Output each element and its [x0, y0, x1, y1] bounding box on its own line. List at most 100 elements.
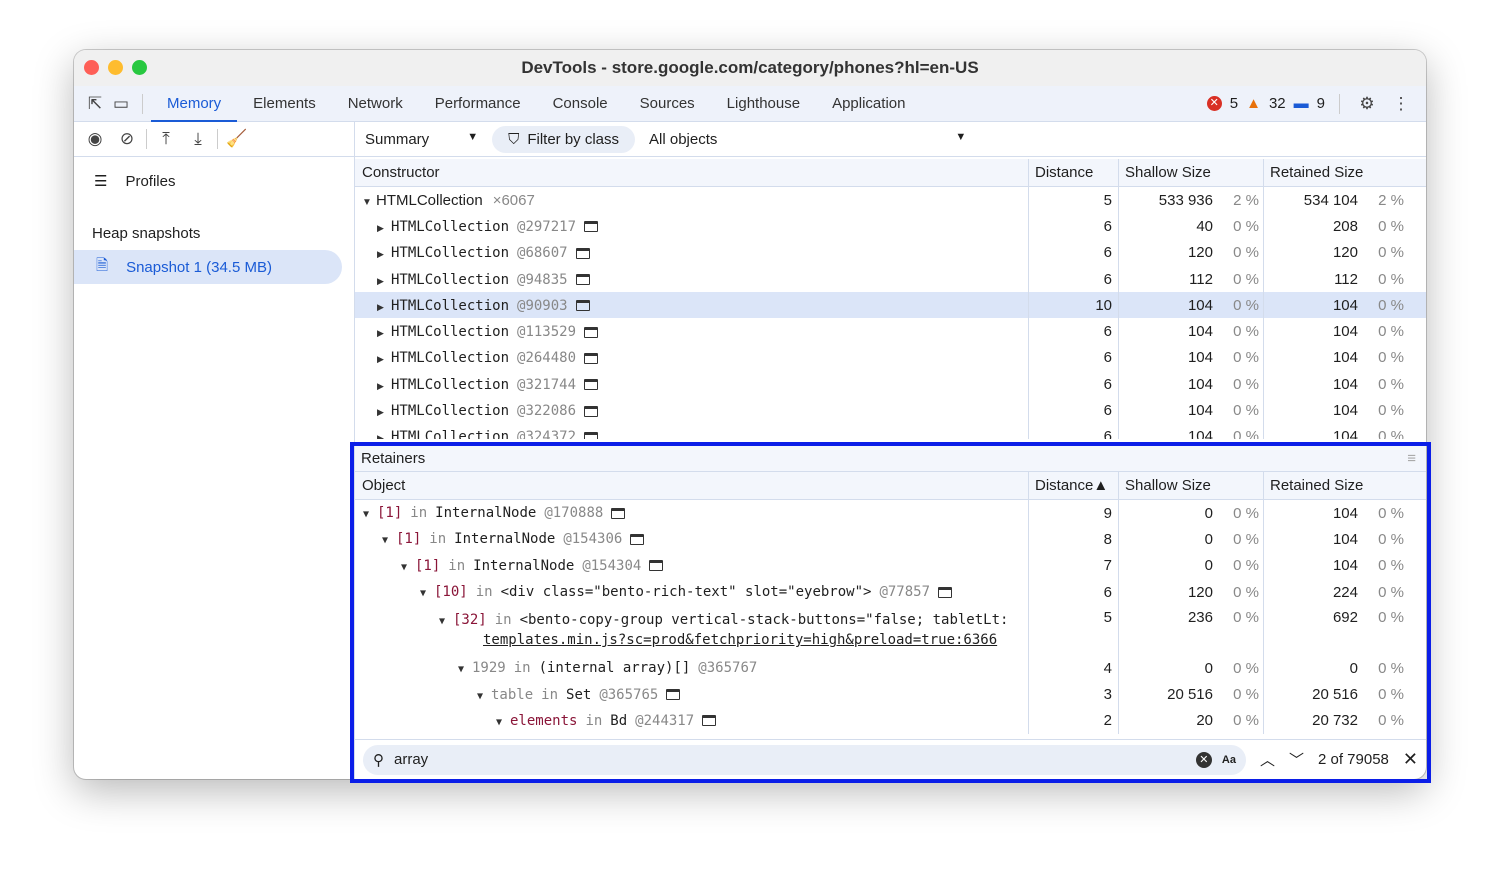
- table-row[interactable]: ▶ HTMLCollection @324372 6 104 0 % 104 0 %: [355, 423, 1426, 439]
- minimize-window-button[interactable]: [108, 60, 123, 75]
- reveal-in-panel-icon[interactable]: [584, 405, 599, 417]
- reveal-in-panel-icon[interactable]: [575, 274, 590, 286]
- table-row[interactable]: ▶ HTMLCollection @297217 6 40 0 % 208 0 %: [355, 213, 1426, 240]
- reveal-in-panel-icon[interactable]: [611, 507, 626, 519]
- collapsed-arrow-icon[interactable]: ▶: [377, 380, 384, 391]
- collapsed-arrow-icon[interactable]: ▶: [377, 249, 384, 260]
- retainer-row[interactable]: ▼ 1929 in (internal array)[] @365767 4 0 0 % 0 0 …: [355, 655, 1426, 682]
- collapsed-arrow-icon[interactable]: ▶: [377, 222, 384, 233]
- reveal-in-panel-icon[interactable]: [702, 715, 717, 727]
- message-count[interactable]: 9: [1316, 95, 1325, 112]
- collapsed-arrow-icon[interactable]: ▶: [377, 328, 384, 339]
- retainer-row[interactable]: ▼ elements in Bd @244317 2 20 0 % 20 732 0 %: [355, 707, 1426, 735]
- download-icon[interactable]: ⤓: [194, 129, 202, 148]
- scrollbar[interactable]: [1408, 159, 1426, 186]
- reveal-in-panel-icon[interactable]: [584, 379, 599, 391]
- retainer-row[interactable]: ▼ [1] in InternalNode @154306 8 0 0 % 104 0 %: [355, 526, 1426, 553]
- expanded-arrow-icon[interactable]: ▼: [420, 588, 427, 600]
- table-row[interactable]: ▶ HTMLCollection @113529 6 104 0 % 104 0 %: [355, 318, 1426, 345]
- collapsed-arrow-icon[interactable]: ▶: [377, 275, 384, 286]
- tab-performance[interactable]: Performance: [434, 94, 521, 112]
- tab-console[interactable]: Console: [552, 94, 608, 112]
- reveal-in-panel-icon[interactable]: [575, 300, 590, 312]
- reveal-in-panel-icon[interactable]: [575, 247, 590, 259]
- drag-handle-icon[interactable]: ≡: [1407, 450, 1416, 467]
- collect-garbage-icon[interactable]: 🧹: [226, 129, 248, 148]
- collapsed-arrow-icon[interactable]: ▶: [377, 354, 384, 365]
- inspect-element-icon[interactable]: ⇱: [87, 93, 103, 113]
- reveal-in-panel-icon[interactable]: [666, 689, 681, 701]
- table-row[interactable]: ▶ HTMLCollection @322086 6 104 0 % 104 0 %: [355, 397, 1426, 424]
- filter-by-class-input[interactable]: ⛉ Filter by class: [492, 125, 636, 153]
- expanded-arrow-icon[interactable]: ▼: [382, 535, 389, 547]
- retainer-row[interactable]: ▼ [10] in <div class="bento-rich-text" slot…: [355, 578, 1426, 606]
- error-icon[interactable]: ✕: [1206, 96, 1222, 111]
- table-row[interactable]: ▶ HTMLCollection @264480 6 104 0 % 104 0 %: [355, 344, 1426, 372]
- reveal-in-panel-icon[interactable]: [584, 431, 599, 439]
- next-match-icon[interactable]: ﹀: [1288, 752, 1304, 769]
- tab-sources[interactable]: Sources: [639, 94, 695, 112]
- column-header-retained-size[interactable]: Retained Size: [1263, 159, 1408, 186]
- search-input[interactable]: ⚲ array ✕ Aa: [363, 744, 1246, 775]
- column-header-shallow-size[interactable]: Shallow Size: [1118, 472, 1263, 499]
- expanded-arrow-icon[interactable]: ▼: [458, 664, 465, 676]
- zoom-window-button[interactable]: [132, 60, 147, 75]
- reveal-in-panel-icon[interactable]: [938, 586, 953, 598]
- settings-gear-icon[interactable]: ⚙: [1359, 93, 1375, 113]
- message-icon[interactable]: ▬: [1293, 95, 1309, 112]
- collapsed-arrow-icon[interactable]: ▶: [377, 301, 384, 312]
- view-select[interactable]: Summary ▼: [365, 131, 478, 148]
- tab-lighthouse[interactable]: Lighthouse: [726, 94, 801, 112]
- column-header-shallow-size[interactable]: Shallow Size: [1118, 159, 1263, 186]
- column-header-retained-size[interactable]: Retained Size: [1263, 472, 1408, 499]
- error-count[interactable]: 5: [1229, 95, 1239, 112]
- retainer-row[interactable]: ▼ table in Set @365765 3 20 516 0 % 20 516 0 %: [355, 681, 1426, 708]
- match-case-button[interactable]: Aa: [1221, 753, 1236, 766]
- source-link[interactable]: templates.min.js?sc=prod&fetchpriority=h…: [483, 632, 998, 649]
- column-header-distance[interactable]: Distance: [1028, 159, 1118, 186]
- table-row[interactable]: ▶ HTMLCollection @90903 10 104 0 % 104 0 %: [355, 292, 1426, 319]
- warning-icon[interactable]: ▲: [1246, 95, 1261, 112]
- reveal-in-panel-icon[interactable]: [649, 560, 664, 572]
- expanded-arrow-icon[interactable]: ▼: [439, 616, 446, 628]
- collapsed-arrow-icon[interactable]: ▶: [377, 433, 384, 439]
- retainer-row[interactable]: ▼ [32] in <bento-copy-group vertical-stack-…: [355, 605, 1426, 656]
- expanded-arrow-icon[interactable]: ▼: [362, 196, 372, 208]
- close-search-icon[interactable]: ✕: [1402, 749, 1418, 769]
- upload-icon[interactable]: ⤒: [162, 129, 170, 148]
- tab-memory[interactable]: Memory: [151, 86, 238, 122]
- table-row[interactable]: ▶ HTMLCollection @94835 6 112 0 % 112 0 %: [355, 265, 1426, 293]
- tab-elements[interactable]: Elements: [253, 94, 316, 112]
- device-toolbar-icon[interactable]: ▭: [112, 93, 130, 113]
- reveal-in-panel-icon[interactable]: [584, 352, 599, 364]
- column-header-constructor[interactable]: Constructor: [362, 164, 440, 181]
- reveal-in-panel-icon[interactable]: [630, 533, 645, 545]
- object-label: ▼ 1929 in (internal array)[] @365767: [458, 660, 1028, 676]
- expanded-arrow-icon[interactable]: ▼: [363, 509, 370, 521]
- record-icon[interactable]: ◉: [87, 129, 103, 148]
- warning-count[interactable]: 32: [1268, 95, 1286, 112]
- clear-icon[interactable]: ⊘: [119, 129, 135, 148]
- table-row[interactable]: ▶ HTMLCollection @321744 6 104 0 % 104 0 %: [355, 371, 1426, 398]
- objects-select[interactable]: All objects ▼: [649, 131, 966, 148]
- expanded-arrow-icon[interactable]: ▼: [401, 561, 408, 573]
- clear-search-icon[interactable]: ✕: [1195, 751, 1212, 768]
- scrollbar[interactable]: [1408, 472, 1426, 499]
- more-options-icon[interactable]: ⋮: [1392, 93, 1410, 113]
- expanded-arrow-icon[interactable]: ▼: [496, 716, 503, 728]
- reveal-in-panel-icon[interactable]: [584, 326, 599, 338]
- table-row[interactable]: ▶ HTMLCollection @68607 6 120 0 % 120 0 %: [355, 239, 1426, 266]
- tab-network[interactable]: Network: [347, 94, 403, 112]
- expanded-arrow-icon[interactable]: ▼: [477, 690, 484, 702]
- collapsed-arrow-icon[interactable]: ▶: [377, 407, 384, 418]
- tab-application[interactable]: Application: [832, 94, 906, 112]
- snapshot-item[interactable]: 🗎 Snapshot 1 (34.5 MB): [74, 250, 342, 284]
- retainer-row[interactable]: ▼ [1] in InternalNode @154304 7 0 0 % 104 0 %: [355, 552, 1426, 579]
- previous-match-icon[interactable]: ︿: [1259, 752, 1275, 769]
- group-row[interactable]: ▼ HTMLCollection ×6067 5 533 936 2 % 534 104 2 …: [355, 187, 1426, 214]
- column-header-object[interactable]: Object: [362, 477, 406, 494]
- retainer-row[interactable]: ▼ [1] in InternalNode @170888 9 0 0 % 104 0 %: [355, 500, 1426, 527]
- close-window-button[interactable]: [84, 60, 99, 75]
- column-header-distance[interactable]: Distance▲: [1028, 472, 1118, 499]
- reveal-in-panel-icon[interactable]: [584, 221, 599, 233]
